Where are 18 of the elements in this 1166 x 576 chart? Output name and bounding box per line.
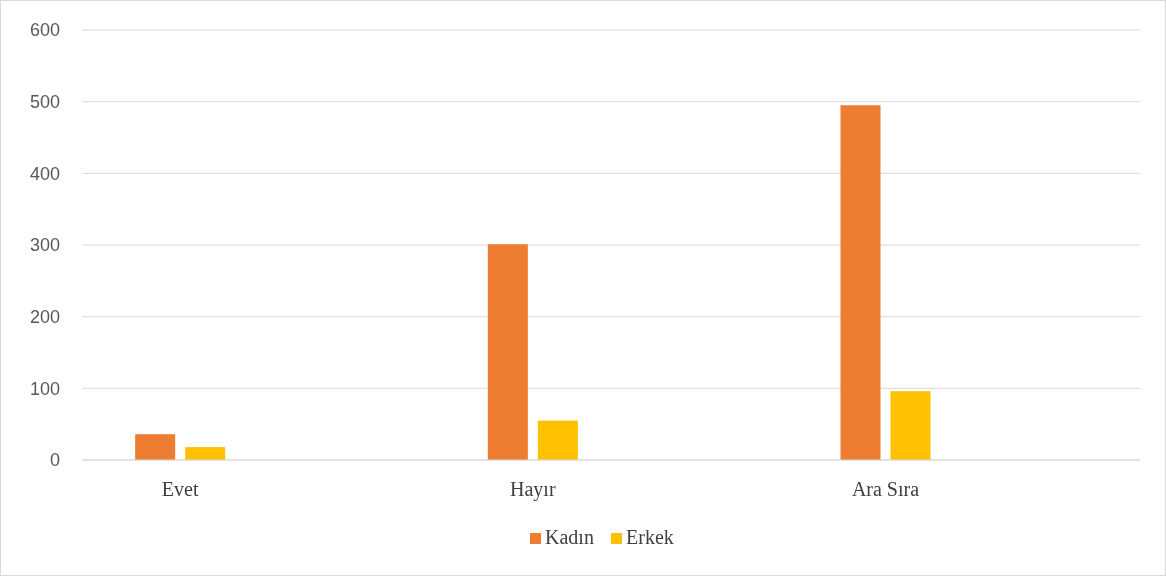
y-tick-label: 200 bbox=[29, 306, 60, 327]
bar bbox=[135, 434, 176, 460]
y-tick-label: 300 bbox=[29, 235, 60, 256]
bar bbox=[185, 447, 226, 460]
y-tick-label: 0 bbox=[49, 450, 60, 471]
y-tick-label: 400 bbox=[29, 163, 60, 184]
x-tick-label: Hayır bbox=[510, 478, 556, 501]
bar bbox=[487, 244, 528, 460]
x-tick-label: Ara Sıra bbox=[851, 478, 920, 500]
bar bbox=[840, 105, 881, 460]
bar bbox=[537, 420, 578, 460]
x-tick-label: Evet bbox=[161, 478, 199, 500]
y-tick-label: 600 bbox=[29, 20, 60, 41]
y-tick-label: 100 bbox=[29, 378, 60, 399]
bar bbox=[890, 391, 931, 460]
legend-label: Kadın bbox=[545, 526, 594, 548]
legend-label: Erkek bbox=[626, 526, 674, 548]
y-tick-label: 500 bbox=[29, 91, 60, 112]
